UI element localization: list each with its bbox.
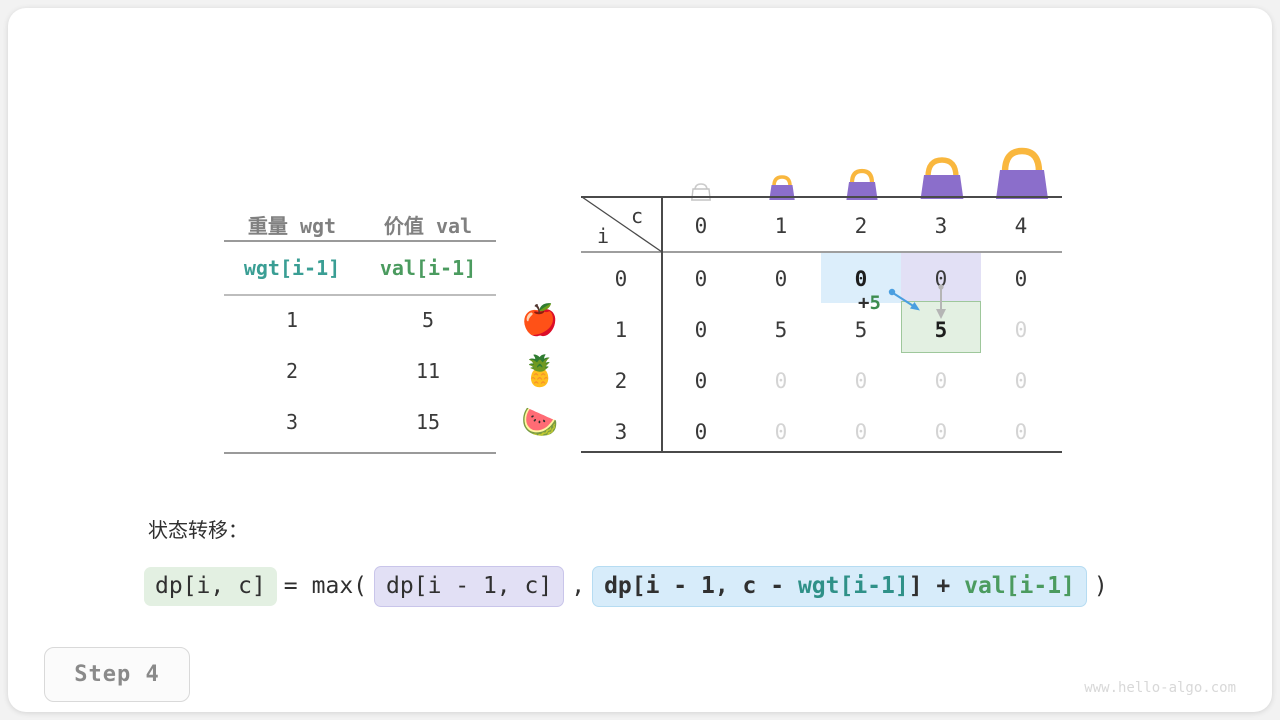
dp-cell-1-0: 0 — [694, 318, 708, 342]
bag-icon-capacity-4 — [996, 147, 1048, 199]
transition-label: 状态转移： — [148, 518, 248, 542]
dp-rule-header — [581, 251, 1062, 253]
formula-arg-take-prefix: dp[i - 1, c - — [604, 573, 798, 599]
formula-arg-take-mid: ] + — [908, 573, 965, 599]
dp-cell-1-3: 5 — [934, 318, 948, 342]
dp-cell-3-4: 0 — [1014, 420, 1028, 444]
highlight-cell-blue — [821, 253, 901, 303]
items-table-rule-bottom — [224, 452, 496, 454]
dp-row-header-1: 1 — [614, 318, 628, 342]
formula-max-open: max( — [311, 573, 368, 599]
items-row-0-wgt: 1 — [285, 308, 299, 332]
dp-cell-3-1: 0 — [774, 420, 788, 444]
dp-rule-vertical — [661, 196, 663, 453]
dp-cell-1-4: 0 — [1014, 318, 1028, 342]
formula-arg-skip: dp[i - 1, c] — [374, 566, 565, 607]
dp-corner-label-i: i — [597, 224, 610, 248]
dp-rule-bottom — [581, 451, 1062, 453]
items-row-2-val: 15 — [415, 410, 441, 434]
items-subheader-val: val[i-1] — [379, 256, 477, 280]
dp-cell-0-1: 0 — [774, 267, 788, 291]
slide-card: 重量 wgt 价值 val wgt[i-1] val[i-1] 1 5 2 11… — [8, 8, 1272, 712]
dp-cell-2-1: 0 — [774, 369, 788, 393]
dp-col-header-1: 1 — [774, 214, 788, 238]
step-badge: Step 4 — [44, 647, 190, 702]
items-subheader-wgt: wgt[i-1] — [243, 256, 341, 280]
diagonal-transition-arrow-icon — [888, 288, 920, 311]
dp-row-header-2: 2 — [614, 369, 628, 393]
watermark: www.hello-algo.com — [1084, 680, 1236, 696]
dp-col-header-4: 4 — [1014, 214, 1028, 238]
items-table-rule-sub — [224, 294, 496, 296]
pineapple-emoji: 🍍 — [521, 354, 559, 389]
dp-cell-3-0: 0 — [694, 420, 708, 444]
dp-cell-2-4: 0 — [1014, 369, 1028, 393]
dp-cell-0-0: 0 — [694, 267, 708, 291]
formula-target: dp[i, c] — [144, 567, 277, 606]
dp-cell-3-3: 0 — [934, 420, 948, 444]
value-gain-plus: + — [858, 292, 870, 314]
dp-table: c i 0 1 2 3 4 0 1 2 3 0 0 0 0 0 0 5 5 5 … — [581, 138, 1062, 453]
items-row-2-wgt: 3 — [285, 410, 299, 434]
transition-formula: dp[i, c] = max( dp[i - 1, c] , dp[i - 1,… — [144, 566, 1115, 607]
formula-arg-take: dp[i - 1, c - wgt[i-1]] + val[i-1] — [592, 566, 1087, 607]
vertical-transition-arrow-icon — [936, 284, 946, 319]
formula-close-paren: ) — [1093, 573, 1108, 599]
bag-icon-capacity-3 — [920, 157, 964, 199]
items-row-1-val: 11 — [415, 359, 441, 383]
apple-emoji: 🍎 — [521, 303, 559, 338]
items-row-1-wgt: 2 — [285, 359, 299, 383]
dp-cell-2-3: 0 — [934, 369, 948, 393]
items-row-0-val: 5 — [421, 308, 435, 332]
items-header-val: 价值 val — [383, 214, 473, 238]
watermelon-emoji: 🍉 — [521, 405, 559, 440]
value-gain-number: 5 — [869, 292, 881, 314]
dp-corner-label-c: c — [631, 204, 644, 228]
items-table-rule-top — [224, 240, 496, 242]
dp-cell-3-2: 0 — [854, 420, 868, 444]
bag-icon-capacity-2 — [846, 168, 878, 200]
dp-cell-0-4: 0 — [1014, 267, 1028, 291]
corner-diagonal-icon — [581, 196, 663, 253]
dp-col-header-3: 3 — [934, 214, 948, 238]
value-gain-annotation: +5 — [858, 292, 881, 314]
dp-col-header-0: 0 — [694, 214, 708, 238]
formula-arg-take-val: val[i-1] — [964, 573, 1075, 599]
dp-row-header-0: 0 — [614, 267, 628, 291]
dp-cell-0-3: 0 — [934, 267, 948, 291]
dp-cell-0-2: 0 — [854, 267, 868, 291]
dp-cell-2-0: 0 — [694, 369, 708, 393]
items-header-wgt: 重量 wgt — [247, 214, 337, 238]
dp-row-header-3: 3 — [614, 420, 628, 444]
formula-arg-take-wgt: wgt[i-1] — [797, 573, 909, 599]
dp-col-header-2: 2 — [854, 214, 868, 238]
items-table: 重量 wgt 价值 val wgt[i-1] val[i-1] 1 5 2 11… — [224, 198, 496, 454]
formula-comma: , — [571, 573, 586, 599]
dp-cell-2-2: 0 — [854, 369, 868, 393]
formula-equals: = — [283, 573, 298, 599]
dp-cell-1-1: 5 — [774, 318, 788, 342]
dp-rule-top — [581, 196, 1062, 198]
dp-cell-1-2: 5 — [854, 318, 868, 342]
